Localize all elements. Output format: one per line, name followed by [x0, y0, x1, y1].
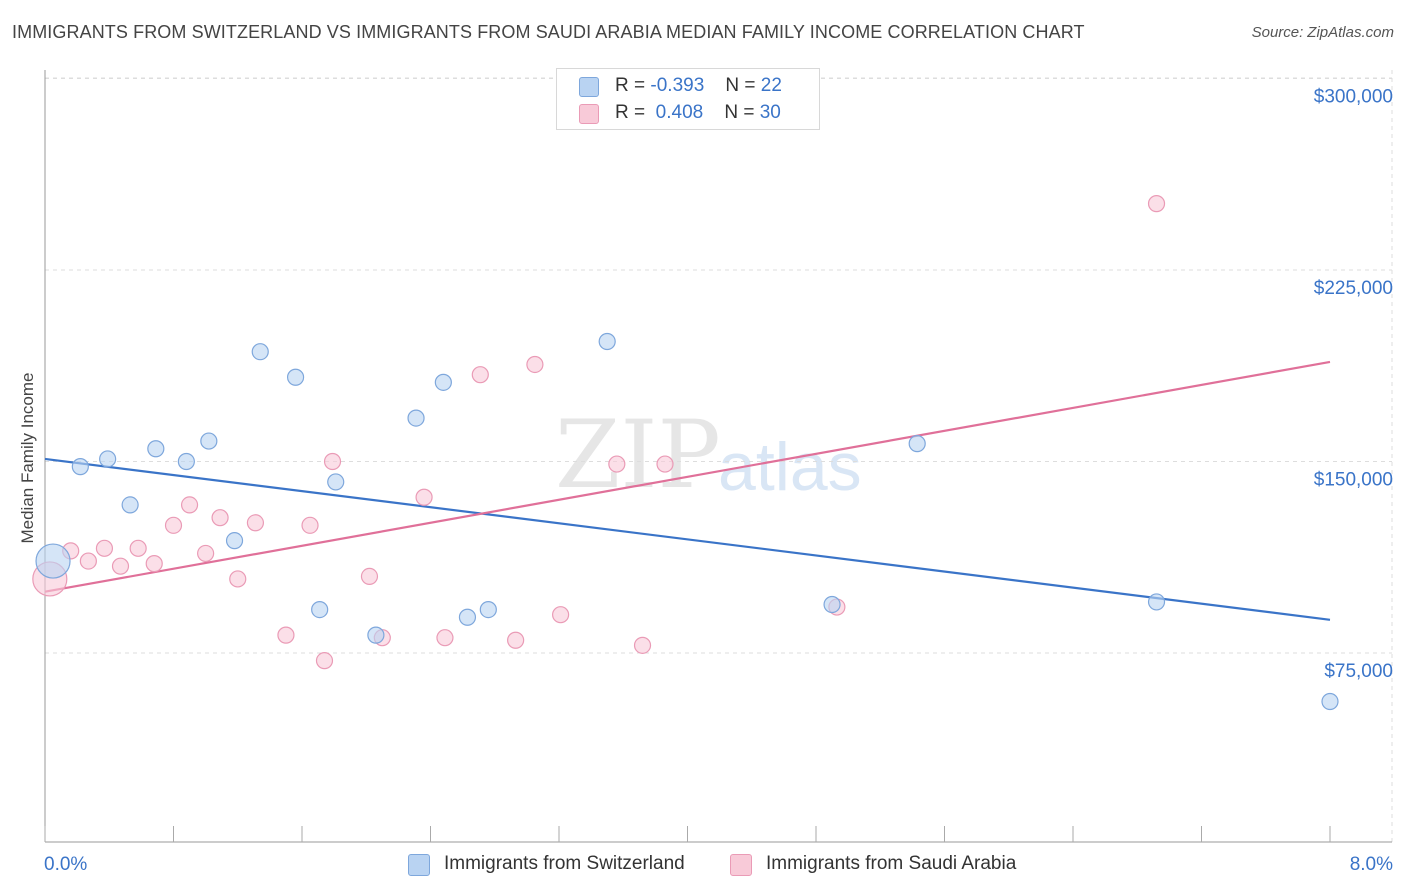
point-switzerland: [121, 496, 139, 514]
r-label: R =: [615, 102, 646, 123]
x-tick-label: 0.0%: [44, 854, 87, 875]
point-saudi-arabia: [360, 567, 379, 586]
watermark: ZIP atlas: [555, 401, 862, 510]
source-value: ZipAtlas.com: [1307, 24, 1394, 41]
point-saudi-arabia: [277, 626, 295, 644]
legend-swatch-switzerland: [579, 77, 599, 97]
point-saudi-arabia: [145, 555, 163, 573]
point-saudi-arabia: [164, 516, 183, 534]
point-saudi-arabia: [323, 452, 342, 471]
point-switzerland: [225, 532, 244, 550]
point-saudi-arabia: [633, 636, 652, 654]
point-saudi-arabia: [526, 355, 544, 374]
watermark-zip: ZIP: [555, 401, 721, 510]
point-switzerland: [434, 373, 452, 391]
n-label: N =: [725, 75, 756, 96]
point-saudi-arabia: [211, 509, 229, 527]
source-credit: Source: ZipAtlas.com: [1252, 24, 1394, 41]
point-saudi-arabia: [111, 557, 130, 575]
x-tick-labels: 0.0% 8.0%: [44, 854, 1393, 875]
point-switzerland: [458, 608, 477, 626]
data-points: [32, 195, 1339, 711]
point-switzerland: [367, 626, 385, 644]
n-label: N =: [724, 102, 755, 123]
point-switzerland: [1147, 593, 1166, 611]
point-saudi-arabia: [301, 516, 319, 534]
r-value: -0.393: [650, 75, 705, 96]
point-switzerland: [908, 435, 926, 453]
y-tick-label: $150,000: [1314, 470, 1393, 491]
legend-swatch-saudi-arabia: [579, 104, 599, 124]
point-saudi-arabia: [79, 552, 97, 570]
point-switzerland: [1321, 692, 1339, 711]
r-label: R =: [615, 75, 646, 96]
point-saudi-arabia: [436, 629, 454, 647]
point-saudi-arabia: [229, 570, 247, 588]
point-switzerland: [479, 600, 497, 619]
chart-title: IMMIGRANTS FROM SWITZERLAND VS IMMIGRANT…: [12, 22, 1085, 42]
point-saudi-arabia: [315, 652, 334, 670]
n-value: 22: [760, 75, 782, 96]
x-tick-label: 8.0%: [1350, 854, 1393, 875]
point-switzerland: [407, 409, 425, 427]
point-switzerland: [35, 543, 71, 579]
point-saudi-arabia: [608, 455, 626, 473]
axes: [44, 70, 1392, 843]
point-switzerland: [251, 343, 269, 361]
point-switzerland: [598, 332, 616, 351]
point-saudi-arabia: [180, 496, 199, 514]
correlation-legend: R = -0.393 N = 22 R = 0.408 N = 30: [556, 68, 820, 130]
point-saudi-arabia: [552, 606, 570, 624]
y-tick-label: $225,000: [1314, 278, 1393, 299]
legend-stats-saudi-arabia: R = 0.408 N = 30: [615, 102, 781, 124]
point-saudi-arabia: [1147, 195, 1166, 213]
trend-lines: [44, 360, 1331, 621]
point-switzerland: [327, 473, 345, 491]
point-saudi-arabia: [129, 539, 147, 557]
point-saudi-arabia: [415, 488, 433, 506]
legend-swatch-saudi-arabia: [730, 854, 752, 876]
point-saudi-arabia: [95, 539, 114, 557]
point-switzerland: [177, 452, 195, 471]
legend-label-switzerland: Immigrants from Switzerland: [444, 853, 685, 874]
legend-swatch-switzerland: [408, 854, 430, 876]
y-tick-label: $75,000: [1324, 661, 1393, 682]
point-switzerland: [311, 600, 329, 619]
point-switzerland: [99, 450, 117, 468]
point-saudi-arabia: [471, 366, 489, 384]
point-switzerland: [71, 458, 89, 476]
y-tick-labels: $75,000 $150,000 $225,000 $300,000: [1314, 87, 1393, 683]
point-saudi-arabia: [507, 631, 525, 649]
legend-stats-switzerland: R = -0.393 N = 22: [615, 75, 782, 97]
source-label: Source:: [1251, 24, 1304, 41]
point-switzerland: [147, 440, 165, 458]
legend-label-saudi-arabia: Immigrants from Saudi Arabia: [766, 853, 1017, 874]
point-saudi-arabia: [197, 544, 215, 563]
point-saudi-arabia: [656, 455, 674, 473]
point-switzerland: [823, 595, 841, 614]
r-value: 0.408: [655, 102, 704, 123]
n-value: 30: [759, 102, 781, 123]
point-switzerland: [200, 432, 218, 450]
y-tick-label: $300,000: [1314, 87, 1393, 108]
point-switzerland: [286, 368, 305, 386]
trend-line-saudi-arabia: [44, 360, 1331, 593]
point-saudi-arabia: [246, 514, 265, 532]
trend-line-switzerland: [44, 457, 1331, 621]
